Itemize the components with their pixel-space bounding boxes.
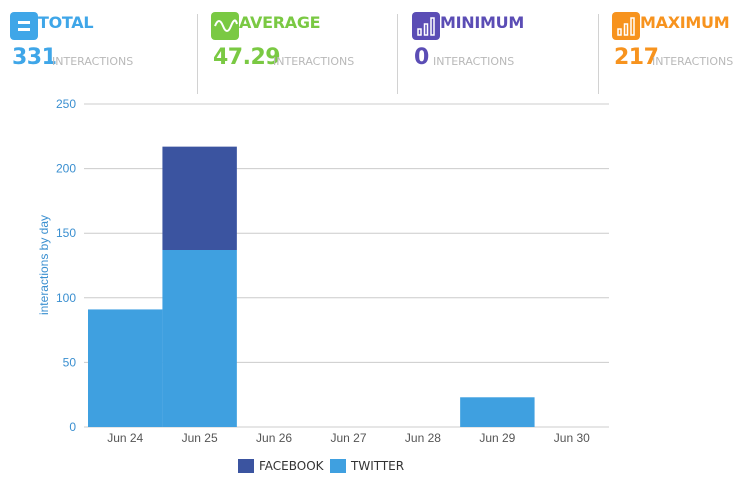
- bar-facebook-jun-25: [162, 146, 237, 250]
- x-tick-label: Jun 25: [182, 431, 218, 445]
- stat-value: 331: [12, 45, 57, 70]
- stat-value: 0: [414, 45, 429, 70]
- x-tick-label: Jun 26: [256, 431, 292, 445]
- stat-total: TOTAL 331 INTERACTIONS: [10, 12, 190, 94]
- x-tick-label: Jun 24: [107, 431, 143, 445]
- legend-swatch-twitter: [330, 459, 346, 473]
- stat-title: MINIMUM: [440, 13, 524, 32]
- y-tick-label: 0: [69, 420, 76, 434]
- legend-label-twitter: TWITTER: [351, 459, 405, 473]
- bars: [88, 146, 535, 427]
- stat-unit: INTERACTIONS: [652, 55, 734, 68]
- stat-title: AVERAGE: [239, 13, 321, 32]
- x-tick-label: Jun 28: [405, 431, 441, 445]
- stat-title: TOTAL: [38, 13, 94, 32]
- stacked-bar-chart: 0 50 100 150 200 250 Jun 24 Jun 25 Jun 26 Jun 27…: [37, 97, 609, 445]
- y-axis-label: interactions by day: [37, 215, 51, 315]
- bar-twitter-jun-24: [88, 309, 163, 427]
- divider: [397, 14, 398, 94]
- wave-icon: [211, 12, 239, 40]
- y-tick-label: 250: [56, 97, 76, 111]
- stats-header: TOTAL 331 INTERACTIONS AVERAGE 47.29 INT…: [0, 0, 744, 100]
- bar-twitter-jun-25: [162, 249, 237, 427]
- legend-swatch-facebook: [238, 459, 254, 473]
- y-tick-label: 100: [56, 291, 76, 305]
- bars-up-icon: [612, 12, 640, 40]
- x-tick-label: Jun 30: [554, 431, 590, 445]
- x-tick-label: Jun 27: [330, 431, 366, 445]
- stat-maximum: MAXIMUM 217 INTERACTIONS: [612, 12, 744, 94]
- bars-up-icon: [412, 12, 440, 40]
- equals-icon: [10, 12, 38, 40]
- y-axis-ticks: 0 50 100 150 200 250: [56, 97, 76, 434]
- stat-unit: INTERACTIONS: [273, 55, 355, 68]
- stat-value: 47.29: [213, 45, 281, 70]
- x-axis-ticks: Jun 24 Jun 25 Jun 26 Jun 27 Jun 28 Jun 29 Jun …: [107, 431, 590, 445]
- y-tick-label: 50: [63, 355, 77, 369]
- divider: [598, 14, 599, 94]
- stat-value: 217: [614, 45, 659, 70]
- divider: [197, 14, 198, 94]
- stat-unit: INTERACTIONS: [52, 55, 134, 68]
- stat-title: MAXIMUM: [640, 13, 730, 32]
- y-tick-label: 150: [56, 226, 76, 240]
- stat-average: AVERAGE 47.29 INTERACTIONS: [211, 12, 391, 94]
- bar-twitter-jun-29: [460, 397, 535, 427]
- x-tick-label: Jun 29: [479, 431, 515, 445]
- legend-label-facebook: FACEBOOK: [259, 459, 324, 473]
- stat-minimum: MINIMUM 0 INTERACTIONS: [412, 12, 592, 94]
- y-tick-label: 200: [56, 162, 76, 176]
- stat-unit: INTERACTIONS: [433, 55, 515, 68]
